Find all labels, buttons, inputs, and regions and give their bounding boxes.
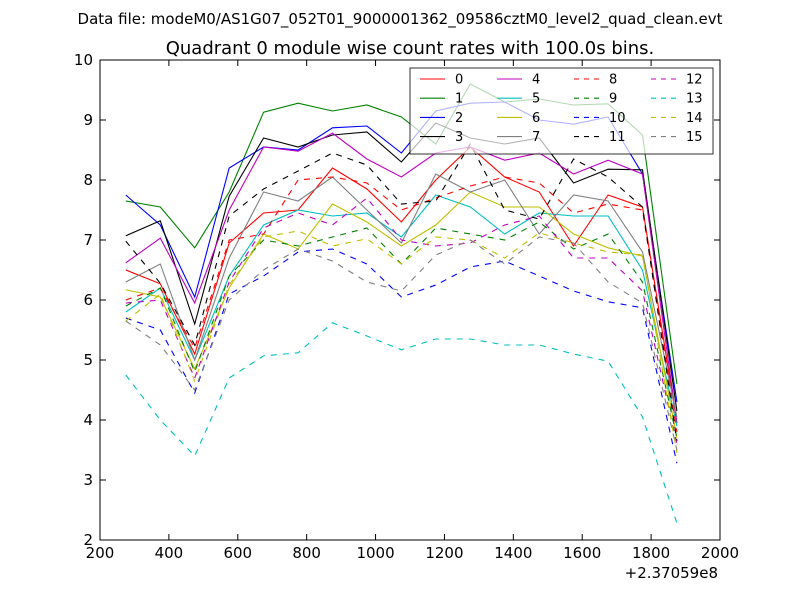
legend-label-0: 0 xyxy=(455,73,463,88)
legend-label-4: 4 xyxy=(532,73,540,88)
y-tick-label: 9 xyxy=(83,111,93,129)
legend-label-13: 13 xyxy=(686,92,703,107)
x-tick-label: 1600 xyxy=(563,544,601,562)
x-offset-text: +2.37059e8 xyxy=(625,564,718,582)
legend-label-7: 7 xyxy=(532,130,540,145)
legend-label-5: 5 xyxy=(532,92,540,107)
legend-label-14: 14 xyxy=(686,111,703,126)
series-line-0 xyxy=(125,146,678,424)
chart-title: Quadrant 0 module wise count rates with … xyxy=(166,38,655,59)
y-tick-label: 8 xyxy=(83,171,93,189)
series-line-3 xyxy=(125,122,678,412)
series-line-7 xyxy=(125,173,678,418)
x-tick-label: 600 xyxy=(223,544,252,562)
legend-label-1: 1 xyxy=(455,92,463,107)
y-tick-label: 3 xyxy=(83,471,93,489)
legend-label-6: 6 xyxy=(532,111,540,126)
series-line-8 xyxy=(125,176,678,433)
series-line-6 xyxy=(125,191,678,439)
axis-ticks: 200 400 600 800 1000 1200 1400 1600 1800 2000 2 3 4 5… xyxy=(74,51,739,562)
x-tick-label: 2000 xyxy=(701,544,739,562)
legend-box xyxy=(409,67,714,155)
x-tick-label: 200 xyxy=(86,544,115,562)
x-tick-label: 800 xyxy=(292,544,321,562)
series-layer xyxy=(125,83,678,524)
x-tick-label: 1400 xyxy=(494,544,532,562)
file-suptitle: Data file: modeM0/AS1G07_052T01_90000013… xyxy=(78,10,723,29)
legend-label-12: 12 xyxy=(686,73,703,88)
y-tick-label: 10 xyxy=(74,51,93,69)
y-tick-label: 6 xyxy=(83,291,93,309)
y-tick-label: 2 xyxy=(83,531,93,549)
series-line-10 xyxy=(125,248,678,464)
series-line-5 xyxy=(125,194,678,427)
series-line-4 xyxy=(125,132,678,424)
series-line-14 xyxy=(125,230,678,454)
legend-label-11: 11 xyxy=(609,130,626,145)
x-tick-label: 1200 xyxy=(425,544,463,562)
legend-label-3: 3 xyxy=(455,130,463,145)
series-line-13 xyxy=(125,322,678,524)
legend-label-10: 10 xyxy=(609,111,626,126)
legend-label-8: 8 xyxy=(609,73,617,88)
legend-label-9: 9 xyxy=(609,92,617,107)
x-tick-label: 1800 xyxy=(632,544,670,562)
y-tick-label: 5 xyxy=(83,351,93,369)
y-tick-label: 7 xyxy=(83,231,93,249)
x-tick-label: 400 xyxy=(155,544,184,562)
x-tick-label: 1000 xyxy=(356,544,394,562)
y-tick-label: 4 xyxy=(83,411,93,429)
legend-label-2: 2 xyxy=(455,111,463,126)
legend-label-15: 15 xyxy=(686,130,703,145)
series-line-11 xyxy=(125,142,678,442)
series-line-12 xyxy=(125,197,678,445)
